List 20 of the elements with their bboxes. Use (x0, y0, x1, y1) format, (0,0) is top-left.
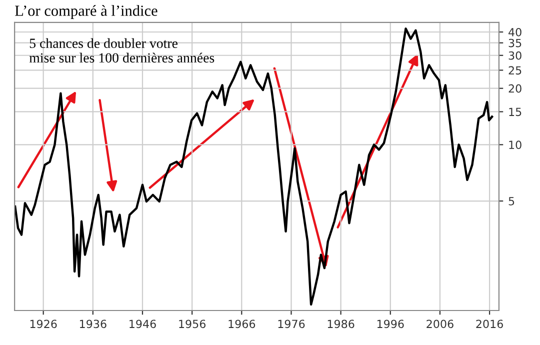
x-tick-label: 2006 (426, 320, 454, 328)
x-tick-label: 1936 (80, 320, 106, 328)
y-tick-label: 25 (508, 66, 522, 75)
x-tick-label: 1976 (278, 320, 305, 328)
chart-title: L’or comparé à l’indice (15, 5, 158, 20)
x-tick-label: 1996 (377, 320, 404, 328)
x-tick-label: 2016 (476, 320, 503, 328)
annotation: 5 chances de doubler votre mise sur les 100 dernières années (29, 38, 214, 63)
y-tick-label: 5 (508, 197, 514, 206)
y-tick-label: 30 (508, 51, 522, 60)
y-tick-label: 10 (509, 140, 522, 150)
x-tick-label: 1966 (228, 320, 256, 328)
x-tick-label: 1946 (130, 320, 156, 328)
y-tick-label: 40 (508, 28, 522, 36)
x-tick-label: 1956 (179, 320, 206, 328)
y-tick-label: 20 (508, 84, 522, 93)
y-tick-label: 35 (508, 38, 522, 48)
y-tick-label: 15 (509, 108, 522, 116)
x-tick-label: 1986 (328, 320, 354, 328)
x-tick-label: 1926 (30, 320, 57, 328)
